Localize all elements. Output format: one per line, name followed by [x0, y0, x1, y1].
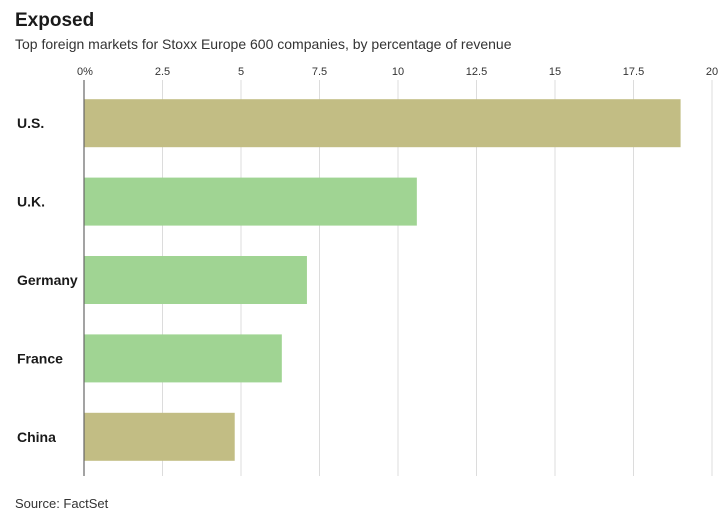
bar-china	[84, 412, 235, 461]
x-tick-label: 7.5	[312, 66, 327, 78]
bar-germany	[84, 256, 307, 304]
x-tick-label: 12.5	[466, 66, 487, 78]
category-label: Germany	[17, 272, 78, 288]
category-label: U.S.	[17, 115, 44, 131]
x-tick-label: 17.5	[623, 66, 644, 78]
chart-title: Exposed	[15, 10, 95, 31]
x-tick-label: 5	[238, 66, 244, 78]
source-note: Source: FactSet	[15, 496, 109, 511]
x-tick-label: 20	[706, 66, 718, 78]
bar-uk	[84, 177, 417, 226]
category-label: France	[17, 350, 63, 366]
x-tick-label: 10	[392, 66, 404, 78]
bar-us	[84, 99, 681, 148]
x-tick-label: 2.5	[155, 66, 170, 78]
category-label: China	[17, 429, 56, 445]
x-tick-label: 15	[549, 66, 561, 78]
x-tick-label: 0%	[77, 66, 93, 78]
category-label: U.K.	[17, 194, 45, 210]
chart-subtitle: Top foreign markets for Stoxx Europe 600…	[15, 36, 512, 52]
bar-france	[84, 334, 282, 383]
